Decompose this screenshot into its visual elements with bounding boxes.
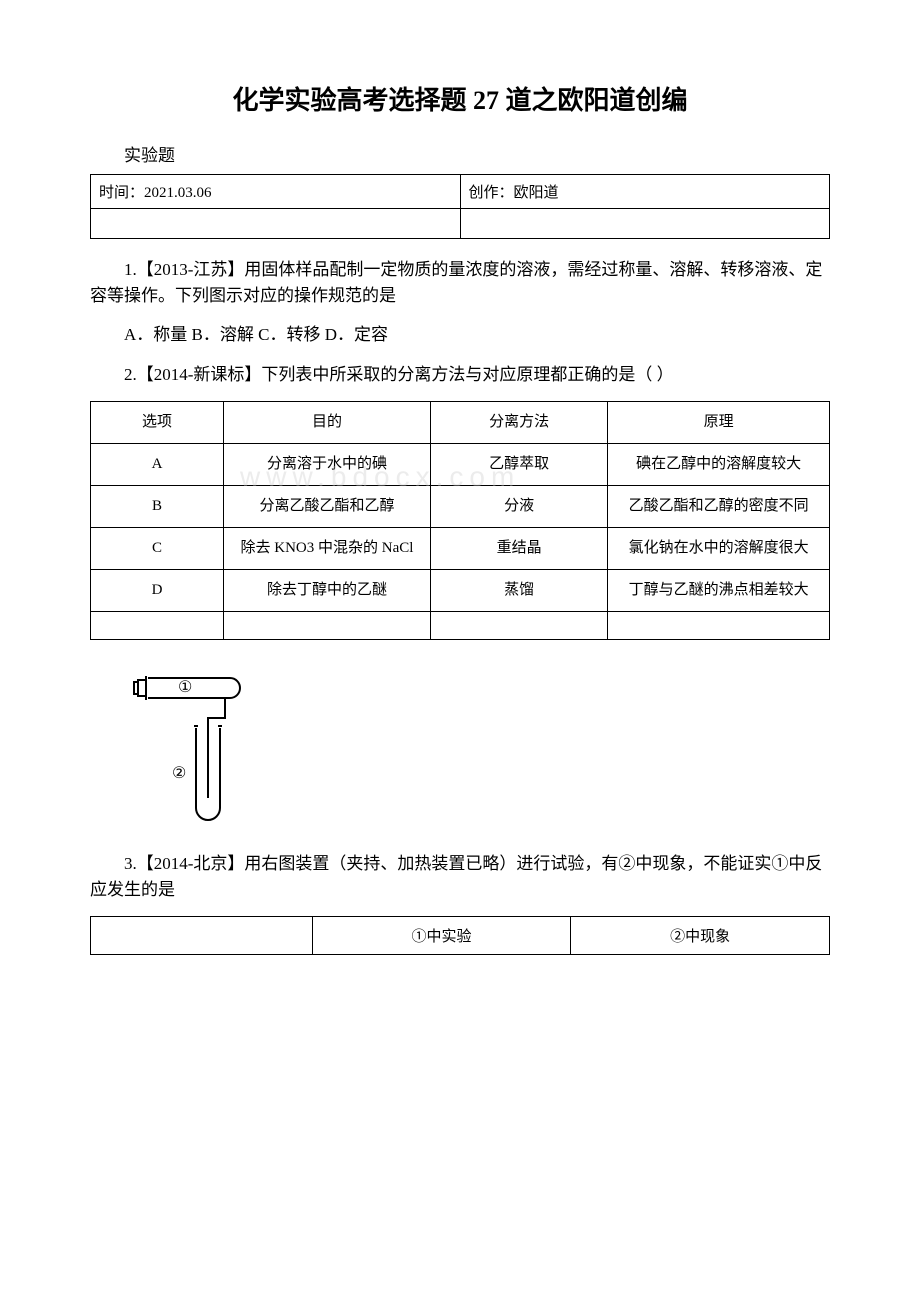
q1-text: 1.【2013-江苏】用固体样品配制一定物质的量浓度的溶液，需经过称量、溶解、转…: [90, 257, 830, 308]
q2-cell: 除去丁醇中的乙醚: [224, 570, 431, 612]
q2-cell: 分离溶于水中的碘: [224, 444, 431, 486]
page-title: 化学实验高考选择题 27 道之欧阳道创编: [90, 80, 830, 117]
meta-empty-cell: [460, 209, 830, 239]
q2-cell: B: [91, 486, 224, 528]
q2-cell: 重结晶: [430, 528, 607, 570]
meta-table: 时间：2021.03.06 创作：欧阳道: [90, 174, 830, 239]
q2-text: 2.【2014-新课标】下列表中所采取的分离方法与对应原理都正确的是（ ）: [90, 362, 830, 388]
q3-text: 3.【2014-北京】用右图装置（夹持、加热装置已略）进行试验，有②中现象，不能…: [90, 851, 830, 902]
q1-options: A．称量 B．溶解 C．转移 D．定容: [90, 322, 830, 348]
q2-cell: 分离乙酸乙酯和乙醇: [224, 486, 431, 528]
q3-table: ①中实验 ②中现象: [90, 916, 830, 955]
q2-cell: 丁醇与乙醚的沸点相差较大: [608, 570, 830, 612]
q2-header: 选项: [91, 402, 224, 444]
q2-cell: 氯化钠在水中的溶解度很大: [608, 528, 830, 570]
q2-empty-cell: [224, 612, 431, 640]
apparatus-diagram: ① ②: [130, 658, 830, 833]
time-value: 2021.03.06: [144, 185, 212, 201]
delivery-tube-icon: [208, 698, 225, 798]
author-label: 创作：: [469, 185, 514, 201]
diagram-label-1: ①: [178, 679, 192, 696]
q2-header: 原理: [608, 402, 830, 444]
subtitle: 实验题: [90, 141, 830, 166]
q3-header: ②中现象: [571, 917, 830, 955]
q2-empty-cell: [430, 612, 607, 640]
q2-table: 选项 目的 分离方法 原理 A 分离溶于水中的碘 乙醇萃取 碘在乙醇中的溶解度较…: [90, 401, 830, 640]
q2-cell: 除去 KNO3 中混杂的 NaCl: [224, 528, 431, 570]
time-label: 时间：: [99, 185, 144, 201]
q2-header: 目的: [224, 402, 431, 444]
q2-cell: 碘在乙醇中的溶解度较大: [608, 444, 830, 486]
q2-cell: 蒸馏: [430, 570, 607, 612]
q2-cell: 乙醇萃取: [430, 444, 607, 486]
q2-cell: C: [91, 528, 224, 570]
q2-cell: D: [91, 570, 224, 612]
q3-header: ①中实验: [312, 917, 571, 955]
q2-header: 分离方法: [430, 402, 607, 444]
diagram-label-2: ②: [172, 765, 186, 782]
meta-empty-cell: [91, 209, 461, 239]
q3-empty-header: [91, 917, 313, 955]
author-value: 欧阳道: [514, 185, 559, 201]
q2-cell: A: [91, 444, 224, 486]
q2-empty-cell: [608, 612, 830, 640]
q2-cell: 乙酸乙酯和乙醇的密度不同: [608, 486, 830, 528]
q2-cell: 分液: [430, 486, 607, 528]
q2-empty-cell: [91, 612, 224, 640]
